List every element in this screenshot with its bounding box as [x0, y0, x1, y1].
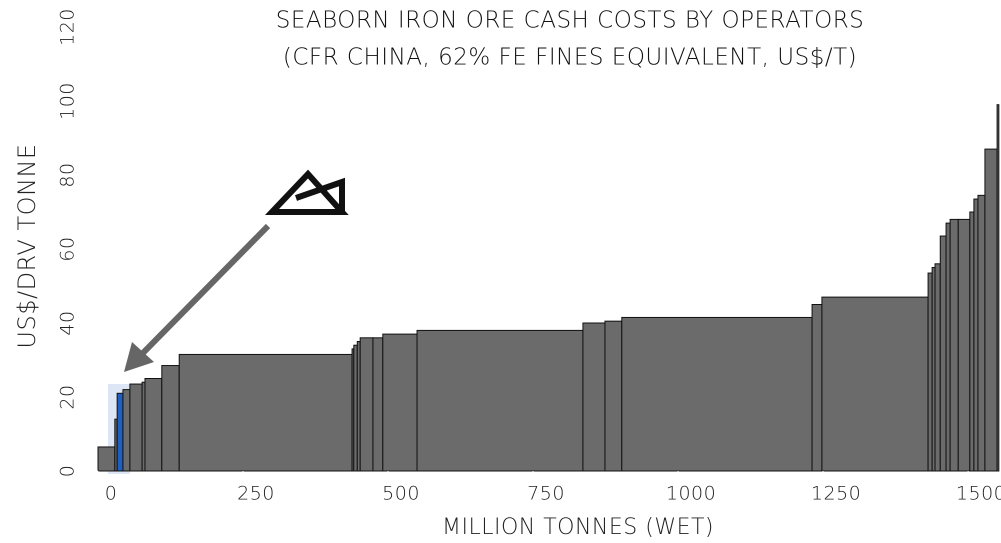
x-tick-label: 1250	[811, 483, 861, 505]
x-axis-label: MILLION TONNES (WET)	[442, 515, 714, 540]
x-tick-label: 1000	[666, 483, 716, 505]
y-tick-label: 100	[57, 82, 79, 120]
x-tick-label: 0	[105, 483, 118, 505]
y-tick-label: 120	[57, 8, 79, 46]
y-tick-label: 80	[57, 162, 79, 187]
y-tick-label: 20	[57, 384, 79, 409]
bar	[939, 235, 947, 472]
bar	[416, 329, 584, 472]
bar	[945, 222, 951, 472]
bar	[969, 211, 975, 472]
bar	[811, 304, 823, 472]
bar	[582, 322, 606, 472]
bar	[949, 218, 959, 472]
bar	[382, 333, 418, 472]
logo	[265, 169, 349, 215]
chart-title: SEABORN IRON ORE CASH COSTS BY OPERATORS	[276, 8, 865, 34]
bar	[984, 148, 998, 472]
bar	[161, 365, 180, 472]
bar	[934, 263, 941, 472]
bar	[957, 218, 971, 472]
plot	[97, 104, 1000, 472]
bar	[359, 337, 374, 472]
y-tick-label: 60	[57, 236, 79, 261]
arrow	[124, 223, 271, 372]
bar	[927, 272, 933, 472]
bar	[116, 392, 124, 472]
y-tick-label: 0	[57, 465, 79, 478]
x-tick-label: 750	[527, 483, 565, 505]
bar	[973, 198, 979, 472]
bar	[178, 353, 353, 472]
bar	[977, 194, 986, 472]
x-tick-label: 1500	[956, 483, 1001, 505]
bar	[129, 383, 143, 472]
bar	[353, 344, 358, 472]
bar	[821, 296, 929, 472]
bar	[604, 320, 623, 472]
bar	[97, 446, 116, 472]
chart-subtitle: (CFR CHINA, 62% FE FINES EQUIVALENT, US$…	[283, 45, 857, 71]
bar	[372, 337, 384, 472]
bar	[621, 316, 813, 472]
bar	[144, 378, 163, 472]
y-axis-label: US$/DRV TONNE	[13, 143, 41, 348]
y-tick-label: 40	[57, 310, 79, 335]
bar	[122, 389, 131, 472]
x-tick-label: 500	[382, 483, 420, 505]
bar	[996, 104, 1000, 472]
x-tick-label: 250	[237, 483, 275, 505]
